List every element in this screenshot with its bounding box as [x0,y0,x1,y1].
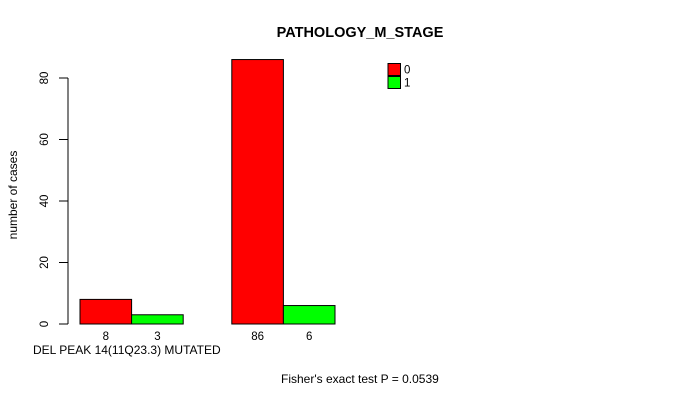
chart-title: PATHOLOGY_M_STAGE [277,25,444,41]
bar-series-1-group-1 [131,314,184,325]
annotation-text: Fisher's exact test P = 0.0539 [281,372,439,386]
legend-label-series-0: 0 [404,65,410,77]
bar-value-label: 3 [154,331,160,343]
y-axis-label: number of cases [6,151,20,240]
bars-layer: 8 86 3 6 [79,59,336,343]
y-tick-label: 0 [39,321,51,327]
x-axis-label: DEL PEAK 14(11Q23.3) MUTATED [33,343,221,357]
legend-label-series-1: 1 [404,78,410,90]
y-tick-label: 80 [39,72,51,85]
bar-value-label: 86 [251,331,264,343]
y-axis-layer: 0 20 40 60 80 [39,72,69,327]
y-tick-label: 60 [39,133,51,146]
legend-swatch-series-1 [387,76,401,89]
bar-series-0-group-1 [79,298,133,325]
bar-series-0-group-2 [231,59,284,325]
y-tick-label: 20 [39,256,51,269]
bar-value-label: 6 [306,331,312,343]
bar-series-1-group-2 [282,305,336,325]
bar-value-label: 8 [103,331,109,343]
legend-swatch-series-0 [387,63,401,76]
legend: 0 1 [387,63,410,90]
y-tick-label: 40 [39,195,51,208]
